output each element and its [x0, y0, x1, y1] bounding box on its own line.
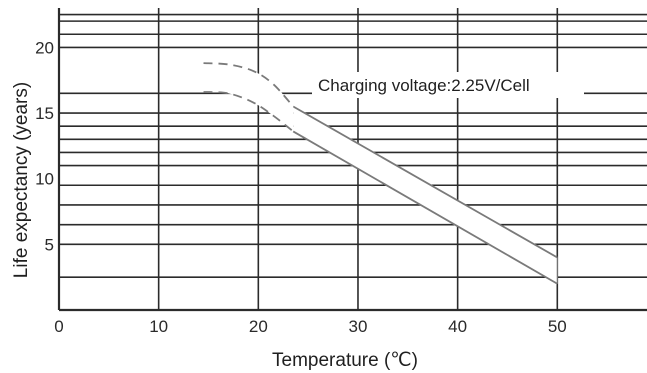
- y-axis-title: Life expectancy (years): [11, 82, 32, 278]
- x-tick-label: 30: [349, 317, 368, 336]
- band-layer: [203, 62, 584, 285]
- band-lower-line: [292, 130, 558, 285]
- y-tick-label: 10: [35, 170, 54, 189]
- x-tick-label: 40: [448, 317, 467, 336]
- annotation-background: [312, 72, 584, 98]
- y-tick-label: 15: [35, 104, 54, 123]
- x-tick-label: 20: [249, 317, 268, 336]
- x-tick-label: 50: [548, 317, 567, 336]
- x-tick-label: 0: [54, 317, 63, 336]
- dashed-upper-curve: [203, 62, 294, 108]
- life-band-fill: [293, 106, 558, 284]
- y-tick-label: 20: [35, 38, 54, 57]
- x-axis-title: Temperature (℃): [272, 350, 418, 371]
- annotation-label: Charging voltage:2.25V/Cell: [318, 76, 530, 95]
- dashed-lower-curve: [203, 91, 294, 133]
- tick-labels: 0 10 20 30 40 50 5 10 15 20: [35, 38, 567, 336]
- band-upper-line: [292, 105, 558, 259]
- dashed-band-fill: [203, 63, 294, 132]
- x-tick-label: 10: [149, 317, 168, 336]
- y-tick-label: 5: [45, 235, 54, 254]
